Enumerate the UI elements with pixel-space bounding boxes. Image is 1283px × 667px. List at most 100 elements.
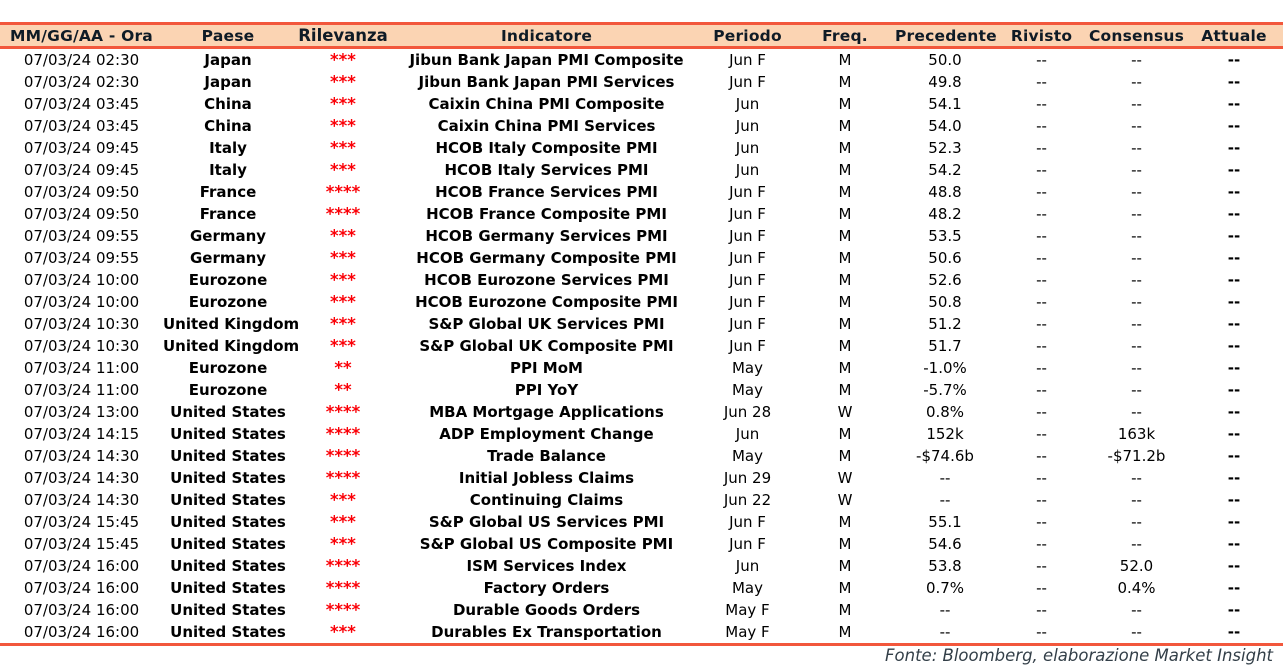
- cell-actual: --: [1227, 205, 1241, 223]
- cell-previous: 52.3: [928, 139, 962, 157]
- cell-indicator: HCOB Italy Services PMI: [444, 161, 649, 179]
- cell-previous: 0.7%: [925, 579, 965, 597]
- cell-indicator: PPI YoY: [514, 381, 579, 399]
- cell-actual: --: [1227, 447, 1241, 465]
- cell-relevance: ***: [293, 247, 393, 269]
- cell-consensus: --: [1131, 73, 1142, 91]
- cell-revised: --: [1036, 623, 1047, 641]
- cell-relevance: ****: [293, 181, 393, 203]
- cell-relevance: ***: [293, 291, 393, 313]
- cell-indicator: ADP Employment Change: [439, 425, 654, 443]
- cell-revised: --: [1036, 117, 1047, 135]
- cell-period: Jun: [735, 139, 760, 157]
- cell-revised: --: [1036, 51, 1047, 69]
- cell-indicator: HCOB Italy Composite PMI: [435, 139, 658, 157]
- cell-freq: M: [838, 535, 852, 553]
- cell-previous: 51.7: [928, 337, 962, 355]
- cell-actual: --: [1227, 293, 1241, 311]
- cell-previous: 54.0: [928, 117, 962, 135]
- relevance-stars: **: [334, 380, 352, 400]
- cell-consensus: --: [1131, 403, 1142, 421]
- cell-country: United States: [170, 535, 286, 553]
- cell-actual: --: [1227, 579, 1241, 597]
- cell-actual: --: [1227, 601, 1241, 619]
- cell-consensus: --: [1131, 293, 1142, 311]
- cell-revised: --: [1036, 469, 1047, 487]
- cell-revised: --: [1036, 337, 1047, 355]
- cell-datetime: 07/03/24 03:45: [23, 117, 140, 135]
- cell-consensus: --: [1131, 535, 1142, 553]
- cell-previous: 54.6: [928, 535, 962, 553]
- cell-indicator: HCOB Eurozone Composite PMI: [415, 293, 678, 311]
- relevance-stars: ***: [330, 116, 356, 136]
- cell-previous: 52.6: [928, 271, 962, 289]
- cell-previous: 55.1: [928, 513, 962, 531]
- cell-actual: --: [1227, 381, 1241, 399]
- cell-period: May: [731, 579, 763, 597]
- cell-relevance: ***: [293, 49, 393, 71]
- relevance-stars: ***: [330, 160, 356, 180]
- cell-actual: --: [1227, 491, 1241, 509]
- cell-indicator: HCOB Germany Services PMI: [425, 227, 668, 245]
- cell-period: Jun F: [729, 535, 766, 553]
- cell-indicator: Factory Orders: [483, 579, 610, 597]
- cell-consensus: --: [1131, 601, 1142, 619]
- cell-revised: --: [1036, 381, 1047, 399]
- cell-freq: M: [838, 227, 852, 245]
- cell-previous: 50.6: [928, 249, 962, 267]
- cell-previous: 50.0: [928, 51, 962, 69]
- cell-country: Italy: [209, 139, 247, 157]
- relevance-stars: ***: [330, 534, 356, 554]
- cell-previous: -5.7%: [923, 381, 967, 399]
- cell-actual: --: [1227, 161, 1241, 179]
- table-row: 07/03/24 15:45 United States *** S&P Global…: [0, 511, 1283, 533]
- cell-consensus: --: [1131, 315, 1142, 333]
- relevance-stars: ****: [325, 424, 361, 444]
- cell-period: Jun 28: [723, 403, 772, 421]
- cell-indicator: PPI MoM: [510, 359, 583, 377]
- cell-indicator: ISM Services Index: [466, 557, 627, 575]
- table-row: 07/03/24 09:55 Germany *** HCOB Germany Com…: [0, 247, 1283, 269]
- cell-relevance: ***: [293, 621, 393, 643]
- cell-period: Jun 22: [723, 491, 772, 509]
- cell-revised: --: [1036, 139, 1047, 157]
- table-row: 07/03/24 10:30 United Kingdom *** S&P Globa…: [0, 335, 1283, 357]
- cell-datetime: 07/03/24 16:00: [23, 579, 140, 597]
- cell-previous: 48.2: [928, 205, 962, 223]
- cell-country: Germany: [189, 249, 267, 267]
- cell-datetime: 07/03/24 09:50: [23, 205, 140, 223]
- cell-previous: 54.2: [928, 161, 962, 179]
- cell-relevance: ****: [293, 203, 393, 225]
- cell-actual: --: [1227, 425, 1241, 443]
- cell-datetime: 07/03/24 02:30: [23, 73, 140, 91]
- cell-indicator: HCOB France Services PMI: [435, 183, 658, 201]
- cell-country: France: [199, 205, 257, 223]
- cell-period: Jun F: [729, 513, 766, 531]
- cell-previous: --: [939, 469, 951, 487]
- cell-country: United States: [170, 513, 286, 531]
- cell-previous: --: [939, 491, 951, 509]
- cell-freq: M: [838, 161, 852, 179]
- cell-revised: --: [1036, 315, 1047, 333]
- cell-actual: --: [1227, 623, 1241, 641]
- cell-revised: --: [1036, 359, 1047, 377]
- cell-actual: --: [1227, 139, 1241, 157]
- cell-period: Jun F: [729, 315, 766, 333]
- cell-country: United States: [170, 579, 286, 597]
- cell-relevance: ***: [293, 489, 393, 511]
- cell-period: Jun F: [729, 271, 766, 289]
- cell-datetime: 07/03/24 14:30: [23, 447, 140, 465]
- table-row: 07/03/24 09:55 Germany *** HCOB Germany Ser…: [0, 225, 1283, 247]
- relevance-stars: ***: [330, 490, 356, 510]
- relevance-stars: ***: [330, 292, 356, 312]
- table-row: 07/03/24 09:50 France **** HCOB France Comp…: [0, 203, 1283, 225]
- cell-period: Jun: [735, 95, 760, 113]
- cell-consensus: -$71.2b: [1107, 447, 1166, 465]
- table-row: 07/03/24 15:45 United States *** S&P Global…: [0, 533, 1283, 555]
- cell-consensus: 163k: [1117, 425, 1156, 443]
- relevance-stars: ****: [325, 468, 361, 488]
- table-row: 07/03/24 03:45 China *** Caixin China PMI C…: [0, 93, 1283, 115]
- cell-actual: --: [1227, 513, 1241, 531]
- column-header-freq: Freq.: [822, 26, 868, 45]
- relevance-stars: ***: [330, 270, 356, 290]
